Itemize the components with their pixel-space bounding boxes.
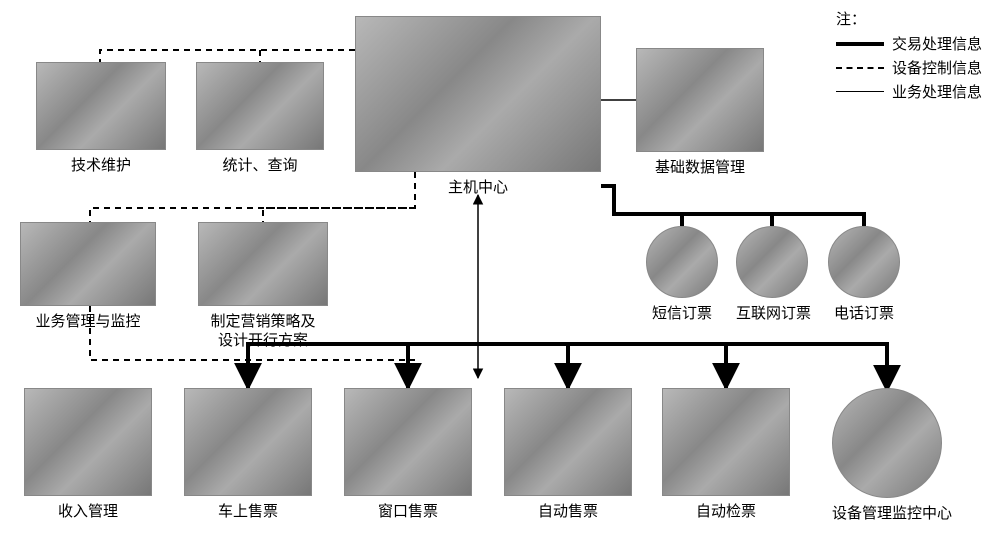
node-image-web bbox=[736, 226, 808, 298]
node-label-bizmon: 业务管理与监控 bbox=[20, 313, 156, 332]
node-income: 收入管理 bbox=[24, 388, 152, 522]
legend-label-2: 业务处理信息 bbox=[892, 81, 982, 102]
node-label-gate: 自动检票 bbox=[662, 503, 790, 522]
node-image-auto bbox=[504, 388, 632, 496]
node-image-window bbox=[344, 388, 472, 496]
node-plan: 制定营销策略及 设计开行方案 bbox=[198, 222, 328, 351]
node-stat: 统计、查询 bbox=[196, 62, 324, 176]
node-label-onboard: 车上售票 bbox=[184, 503, 312, 522]
node-image-gate bbox=[662, 388, 790, 496]
legend-row-0: 交易处理信息 bbox=[836, 33, 982, 54]
node-gate: 自动检票 bbox=[662, 388, 790, 522]
node-web: 互联网订票 bbox=[736, 226, 808, 324]
edge-10 bbox=[248, 344, 478, 388]
node-label-host: 主机中心 bbox=[355, 179, 601, 198]
node-label-devctr: 设备管理监控中心 bbox=[832, 505, 942, 524]
edge-4 bbox=[263, 208, 415, 222]
legend-label-0: 交易处理信息 bbox=[892, 33, 982, 54]
legend-line-thin bbox=[836, 91, 884, 92]
node-devctr: 设备管理监控中心 bbox=[832, 388, 942, 524]
node-label-plan: 制定营销策略及 设计开行方案 bbox=[198, 313, 328, 351]
node-label-phone: 电话订票 bbox=[828, 305, 900, 324]
legend-label-1: 设备控制信息 bbox=[892, 57, 982, 78]
legend-line-thick bbox=[836, 42, 884, 46]
node-label-auto: 自动售票 bbox=[504, 503, 632, 522]
edge-7 bbox=[601, 186, 864, 226]
node-sms: 短信订票 bbox=[646, 226, 718, 324]
node-label-stat: 统计、查询 bbox=[196, 157, 324, 176]
legend-title: 注： bbox=[836, 8, 982, 29]
node-label-income: 收入管理 bbox=[24, 503, 152, 522]
node-tech: 技术维护 bbox=[36, 62, 166, 176]
node-phone: 电话订票 bbox=[828, 226, 900, 324]
node-host: 主机中心 bbox=[355, 16, 601, 198]
legend-row-2: 业务处理信息 bbox=[836, 81, 982, 102]
node-image-onboard bbox=[184, 388, 312, 496]
node-image-phone bbox=[828, 226, 900, 298]
node-image-base bbox=[636, 48, 764, 152]
node-image-host bbox=[355, 16, 601, 172]
node-onboard: 车上售票 bbox=[184, 388, 312, 522]
node-image-plan bbox=[198, 222, 328, 306]
node-image-devctr bbox=[832, 388, 942, 498]
edge-14 bbox=[478, 344, 887, 390]
edge-0 bbox=[100, 50, 355, 62]
node-label-web: 互联网订票 bbox=[736, 305, 808, 324]
edge-12 bbox=[478, 344, 568, 388]
node-label-sms: 短信订票 bbox=[646, 305, 718, 324]
node-label-tech: 技术维护 bbox=[36, 157, 166, 176]
node-image-stat bbox=[196, 62, 324, 150]
node-label-base: 基础数据管理 bbox=[636, 159, 764, 178]
legend-line-dashed bbox=[836, 67, 884, 69]
node-bizmon: 业务管理与监控 bbox=[20, 222, 156, 332]
node-window: 窗口售票 bbox=[344, 388, 472, 522]
node-image-bizmon bbox=[20, 222, 156, 306]
node-image-income bbox=[24, 388, 152, 496]
legend: 注： 交易处理信息设备控制信息业务处理信息 bbox=[836, 8, 982, 105]
node-image-tech bbox=[36, 62, 166, 150]
node-image-sms bbox=[646, 226, 718, 298]
node-label-window: 窗口售票 bbox=[344, 503, 472, 522]
edge-13 bbox=[478, 344, 726, 388]
legend-row-1: 设备控制信息 bbox=[836, 57, 982, 78]
node-auto: 自动售票 bbox=[504, 388, 632, 522]
node-base: 基础数据管理 bbox=[636, 48, 764, 178]
